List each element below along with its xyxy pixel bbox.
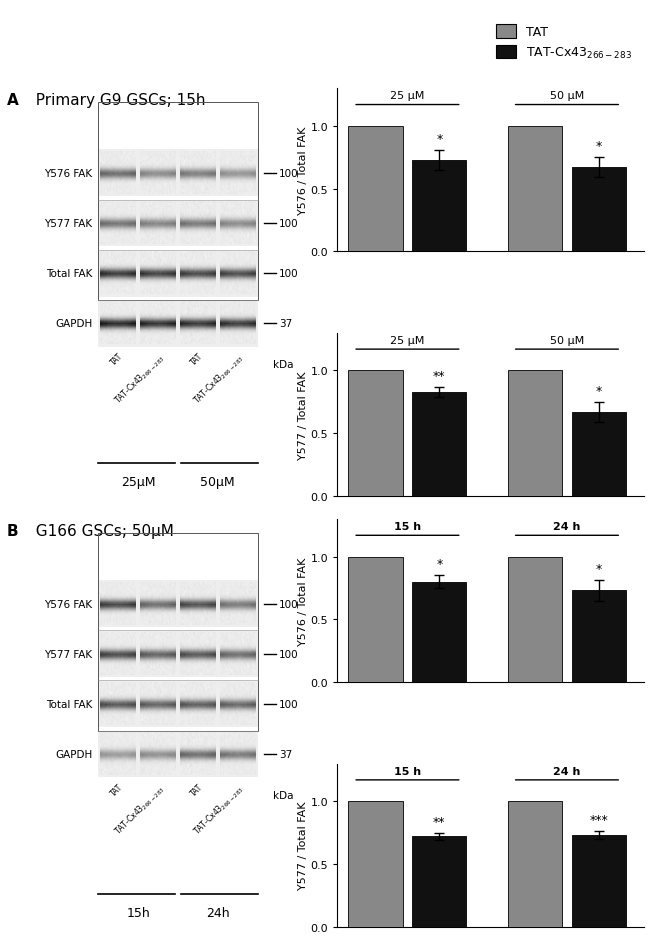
- Text: 100: 100: [279, 219, 299, 228]
- Bar: [98, 731, 257, 778]
- Text: GAPDH: GAPDH: [55, 749, 92, 759]
- Text: TAT-Cx43$_{266-283}$: TAT-Cx43$_{266-283}$: [192, 351, 246, 406]
- Y-axis label: Y576 / Total FAK: Y576 / Total FAK: [298, 557, 308, 645]
- Text: Total FAK: Total FAK: [46, 699, 92, 709]
- Y-axis label: Y576 / Total FAK: Y576 / Total FAK: [298, 126, 308, 214]
- Text: GAPDH: GAPDH: [55, 319, 92, 329]
- Bar: [572, 413, 626, 496]
- Text: **: **: [433, 814, 446, 827]
- Text: Primary G9 GSCs; 15h: Primary G9 GSCs; 15h: [27, 94, 206, 109]
- Text: kDa: kDa: [273, 790, 293, 799]
- Text: kDa: kDa: [273, 359, 293, 370]
- Text: 25 μM: 25 μM: [390, 92, 424, 101]
- Bar: [348, 126, 402, 252]
- Text: TAT: TAT: [109, 351, 125, 367]
- Text: TAT: TAT: [109, 782, 125, 797]
- Text: 50 μM: 50 μM: [550, 92, 584, 101]
- Text: 100: 100: [279, 168, 299, 179]
- Text: Y576 FAK: Y576 FAK: [44, 168, 92, 179]
- Text: ***: ***: [590, 813, 608, 826]
- Bar: [412, 582, 467, 682]
- Text: *: *: [436, 558, 443, 571]
- Y-axis label: Y577 / Total FAK: Y577 / Total FAK: [298, 801, 308, 889]
- Text: **: **: [433, 370, 446, 382]
- Text: *: *: [595, 563, 602, 576]
- Text: 24h: 24h: [206, 906, 229, 919]
- Bar: [412, 161, 467, 252]
- Text: *: *: [436, 133, 443, 145]
- Text: 25 μM: 25 μM: [390, 336, 424, 345]
- Text: A: A: [6, 94, 18, 109]
- Legend: TAT, TAT-Cx43$_{266-283}$: TAT, TAT-Cx43$_{266-283}$: [491, 21, 637, 66]
- Text: Y577 FAK: Y577 FAK: [44, 219, 92, 228]
- Text: TAT-Cx43$_{266-283}$: TAT-Cx43$_{266-283}$: [192, 782, 246, 837]
- Y-axis label: Y577 / Total FAK: Y577 / Total FAK: [298, 371, 308, 459]
- Text: 37: 37: [279, 319, 293, 329]
- Bar: [508, 801, 562, 927]
- Text: TAT: TAT: [188, 782, 204, 797]
- Bar: [348, 557, 402, 682]
- Text: 15 h: 15 h: [394, 521, 421, 532]
- Text: B: B: [6, 523, 18, 538]
- Bar: [98, 680, 257, 727]
- Bar: [98, 580, 257, 627]
- Text: 37: 37: [279, 749, 293, 759]
- Text: 50μM: 50μM: [200, 476, 235, 489]
- Text: *: *: [595, 385, 602, 398]
- Bar: [412, 837, 467, 927]
- Text: TAT: TAT: [188, 351, 204, 367]
- Text: 50 μM: 50 μM: [550, 336, 584, 345]
- Bar: [98, 300, 257, 347]
- Text: 100: 100: [279, 269, 299, 279]
- Bar: [572, 835, 626, 927]
- Text: 100: 100: [279, 649, 299, 659]
- Text: Y577 FAK: Y577 FAK: [44, 649, 92, 659]
- Bar: [98, 150, 257, 197]
- Bar: [412, 392, 467, 496]
- Text: 24 h: 24 h: [553, 766, 580, 776]
- Bar: [508, 126, 562, 252]
- Bar: [98, 631, 257, 678]
- Text: 15h: 15h: [126, 906, 150, 919]
- Text: 100: 100: [279, 699, 299, 709]
- Bar: [508, 371, 562, 496]
- Text: Y576 FAK: Y576 FAK: [44, 599, 92, 609]
- Bar: [348, 801, 402, 927]
- Bar: [572, 168, 626, 252]
- Text: TAT-Cx43$_{266-283}$: TAT-Cx43$_{266-283}$: [112, 782, 167, 837]
- Text: *: *: [595, 140, 602, 153]
- Bar: [572, 591, 626, 682]
- Text: 25μM: 25μM: [121, 476, 155, 489]
- Text: TAT-Cx43$_{266-283}$: TAT-Cx43$_{266-283}$: [112, 351, 167, 406]
- Text: Total FAK: Total FAK: [46, 269, 92, 279]
- Bar: [98, 200, 257, 247]
- Bar: [98, 251, 257, 298]
- Text: G166 GSCs; 50μM: G166 GSCs; 50μM: [27, 523, 174, 538]
- Text: 15 h: 15 h: [394, 766, 421, 776]
- Text: 24 h: 24 h: [553, 521, 580, 532]
- Bar: [348, 371, 402, 496]
- Text: 100: 100: [279, 599, 299, 609]
- Bar: [508, 557, 562, 682]
